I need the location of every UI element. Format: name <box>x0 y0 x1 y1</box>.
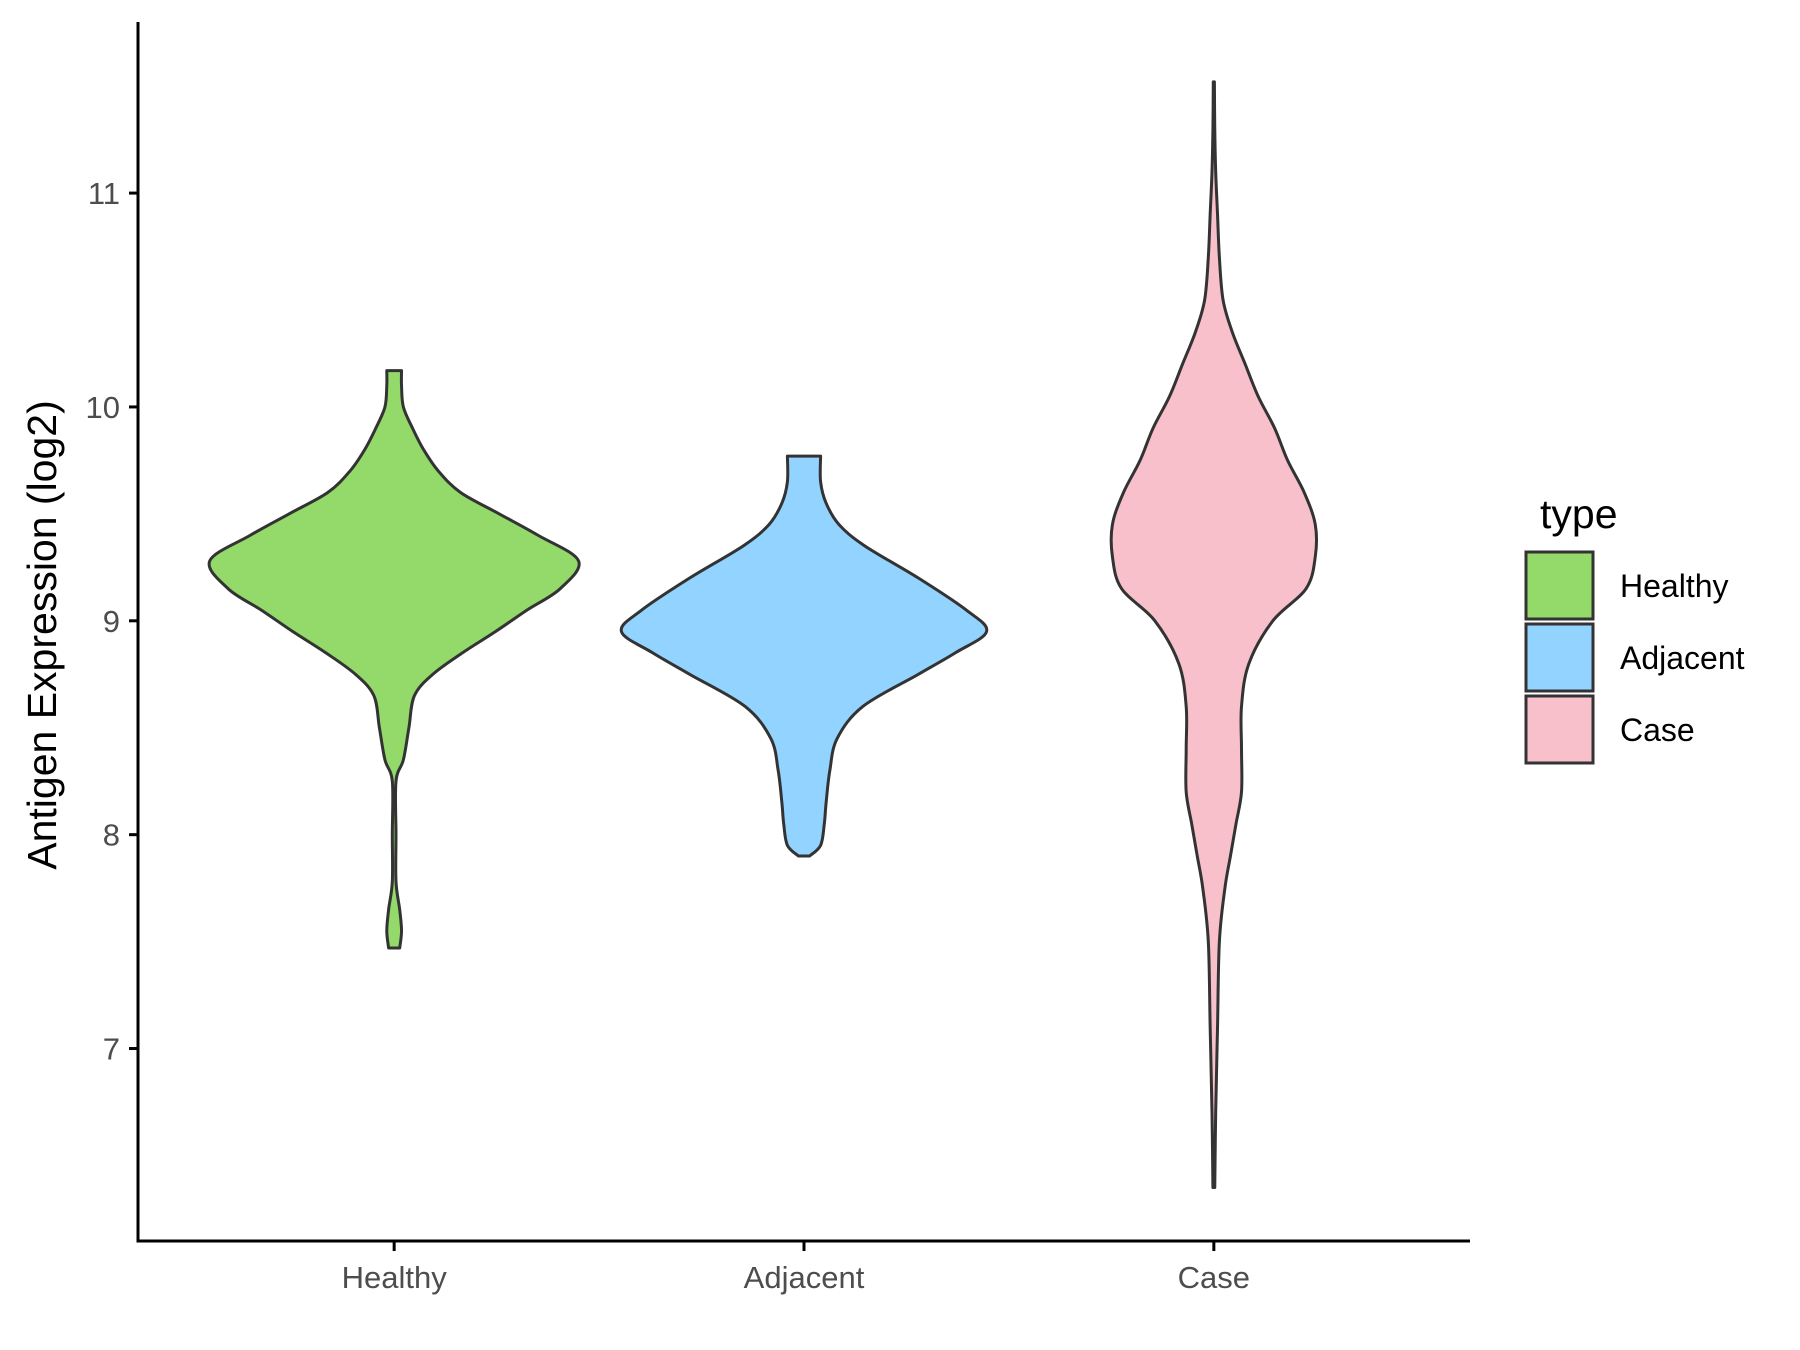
legend-swatch-case <box>1524 694 1595 765</box>
x-ticks: Healthy Adjacent Case <box>342 1241 1250 1295</box>
x-tick-label: Healthy <box>342 1260 448 1295</box>
y-tick-label: 7 <box>103 1032 120 1067</box>
y-tick-label: 9 <box>103 604 120 639</box>
legend-swatch-adjacent <box>1524 622 1595 693</box>
legend-title: type <box>1540 491 1618 537</box>
x-tick-label: Case <box>1178 1260 1250 1295</box>
legend: type Healthy Adjacent Case <box>1524 491 1745 765</box>
legend-items: Healthy Adjacent Case <box>1524 550 1745 765</box>
violin-healthy <box>207 369 581 950</box>
violin-layer <box>207 80 1319 1190</box>
legend-label-healthy: Healthy <box>1620 568 1729 604</box>
legend-swatch-healthy <box>1524 550 1595 621</box>
legend-label-adjacent: Adjacent <box>1620 640 1745 676</box>
y-ticks: 7 8 9 10 11 <box>86 176 138 1067</box>
axes: 7 8 9 10 11 Healthy Adjacent Case <box>86 22 1470 1295</box>
y-axis-title: Antigen Expression (log2) <box>19 400 65 869</box>
y-tick-label: 10 <box>86 390 120 425</box>
y-tick-label: 11 <box>88 176 120 211</box>
legend-label-case: Case <box>1620 712 1695 748</box>
violin-adjacent <box>619 454 989 858</box>
violin-case <box>1109 80 1319 1190</box>
y-tick-label: 8 <box>103 818 120 853</box>
x-tick-label: Adjacent <box>744 1260 865 1295</box>
